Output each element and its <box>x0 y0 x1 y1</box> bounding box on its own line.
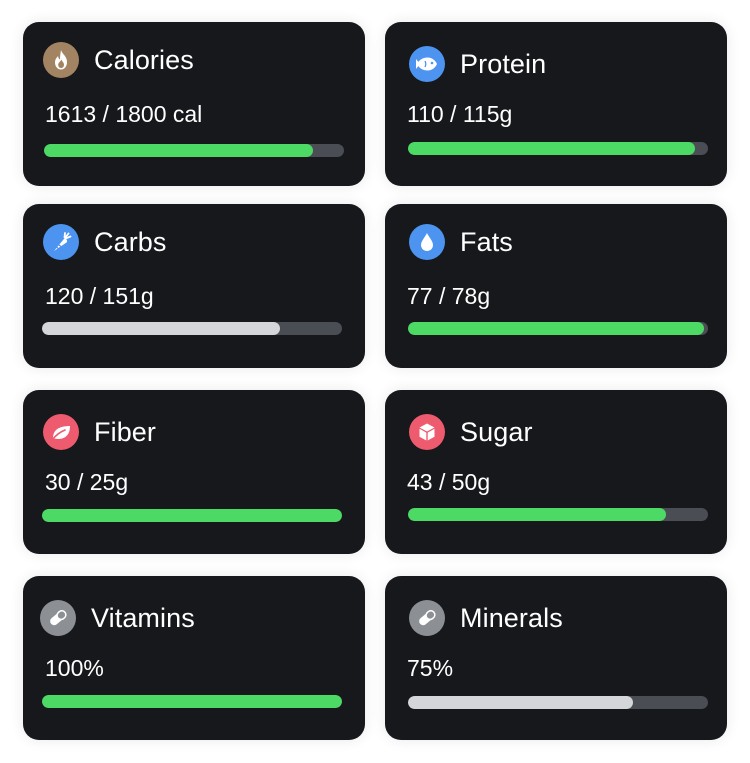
card-title: Vitamins <box>91 602 195 633</box>
flame-icon <box>43 42 79 78</box>
progress-fill <box>42 695 342 708</box>
card-header: Calories <box>43 41 194 79</box>
progress-track <box>408 142 708 155</box>
card-value: 43 / 50g <box>407 469 491 495</box>
progress-fill <box>42 322 281 335</box>
card-sugar[interactable]: Sugar 43 / 50g <box>385 390 727 554</box>
card-value: 1613 / 1800 cal <box>45 101 203 127</box>
progress-fill <box>408 508 666 521</box>
progress-track <box>408 508 708 521</box>
card-title: Fats <box>460 226 513 257</box>
card-title: Minerals <box>460 602 563 633</box>
card-header: Carbs <box>43 223 167 261</box>
card-value: 75% <box>407 655 454 681</box>
card-calories[interactable]: Calories 1613 / 1800 cal <box>23 22 365 186</box>
carrot-icon <box>43 224 79 260</box>
card-minerals[interactable]: Minerals 75% <box>385 576 727 740</box>
progress-track <box>42 322 342 335</box>
card-header: Vitamins <box>40 599 195 637</box>
progress-track <box>408 696 708 709</box>
card-header: Fiber <box>43 413 156 451</box>
card-value: 120 / 151g <box>45 283 154 309</box>
card-title: Sugar <box>460 416 533 447</box>
card-value: 110 / 115g <box>407 101 513 127</box>
card-header: Fats <box>409 223 513 261</box>
droplet-icon <box>409 224 445 260</box>
progress-fill <box>408 696 633 709</box>
card-carbs[interactable]: Carbs 120 / 151g <box>23 204 365 368</box>
card-header: Minerals <box>409 599 563 637</box>
card-vitamins[interactable]: Vitamins 100% <box>23 576 365 740</box>
progress-track <box>42 509 342 522</box>
card-title: Fiber <box>94 416 157 447</box>
progress-fill <box>408 142 695 155</box>
progress-track <box>42 695 342 708</box>
card-header: Sugar <box>409 413 533 451</box>
progress-fill <box>44 144 313 157</box>
card-title: Calories <box>94 44 194 75</box>
card-title: Protein <box>460 48 547 79</box>
progress-fill <box>42 509 342 522</box>
leaf-icon <box>43 414 79 450</box>
fish-icon <box>409 46 445 82</box>
card-value: 100% <box>45 655 104 681</box>
card-title: Carbs <box>94 226 167 257</box>
sugar-cube-icon <box>409 414 445 450</box>
progress-track <box>44 144 344 157</box>
card-fats[interactable]: Fats 77 / 78g <box>385 204 727 368</box>
pill-icon <box>40 600 76 636</box>
card-value: 30 / 25g <box>45 469 129 495</box>
card-fiber[interactable]: Fiber 30 / 25g <box>23 390 365 554</box>
progress-track <box>408 322 708 335</box>
card-value: 77 / 78g <box>407 283 491 309</box>
card-header: Protein <box>409 45 546 83</box>
progress-fill <box>408 322 705 335</box>
pill-icon <box>409 600 445 636</box>
card-protein[interactable]: Protein 110 / 115g <box>385 22 727 186</box>
